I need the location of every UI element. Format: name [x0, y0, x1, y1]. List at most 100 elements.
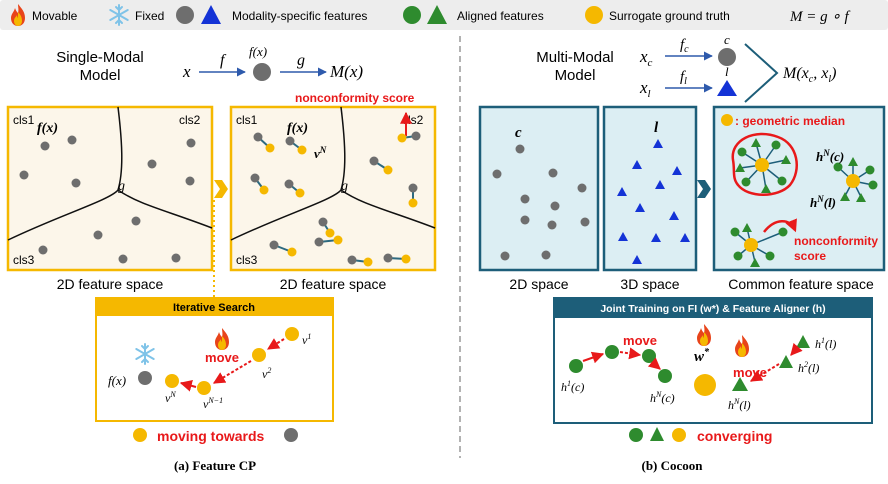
orange-dot-icon — [133, 428, 147, 442]
label-f: f — [220, 52, 227, 69]
surrogate-points-right — [259, 133, 418, 267]
legend-movable: Movable — [32, 9, 78, 23]
label-mx: M(x) — [329, 62, 363, 81]
legend-bar — [0, 0, 888, 30]
feature-space-label-left: 2D feature space — [57, 276, 164, 292]
fx-bold-label-r: f(x) — [287, 121, 308, 136]
gray-points-2d — [492, 144, 590, 261]
median-legend-dot — [721, 114, 733, 126]
blue-points-3d — [617, 139, 690, 264]
step-arrow — [266, 338, 285, 350]
hNl-label: hN(l) — [810, 194, 836, 210]
multi-modal-title-2: Model — [555, 67, 596, 84]
vN1-label: vN−1 — [203, 396, 223, 411]
v1-label: v1 — [302, 332, 311, 347]
gray-dot-icon — [284, 428, 298, 442]
legend-fixed: Fixed — [135, 9, 164, 23]
joint-training-title: Joint Training on FI (w*) & Feature Alig… — [600, 303, 825, 315]
chain-dot — [605, 345, 619, 359]
v2-label: v2 — [262, 366, 271, 381]
legend-aligned: Aligned features — [457, 9, 544, 23]
orange-circle-icon — [585, 6, 603, 24]
fx-small-label: f(x) — [108, 373, 126, 388]
merge-bracket — [744, 43, 779, 103]
hNc-label: hN(c) — [816, 148, 844, 164]
cluster-1 — [735, 138, 791, 193]
h1c-dot — [569, 359, 583, 373]
g-label-r: g — [341, 179, 348, 194]
label-g: g — [297, 52, 305, 69]
boundary-line-r — [230, 106, 346, 241]
converging-label: converging — [697, 428, 772, 444]
vN-bold-label: vN — [314, 145, 327, 161]
caption-right: (b) Cocoon — [641, 458, 703, 473]
input-x: x — [182, 62, 191, 81]
label-c: c — [724, 32, 730, 47]
multi-modal-title: Multi-Modal — [536, 49, 614, 66]
move-label-left: move — [623, 333, 657, 348]
cls3-label: cls3 — [13, 253, 35, 267]
move-label-right: move — [733, 365, 767, 380]
label-fx: f(x) — [249, 44, 267, 59]
chain-arrow — [619, 347, 642, 360]
label-fc: fc — [680, 37, 689, 55]
h1l-label: h1(l) — [815, 336, 836, 351]
green-dot-icon — [629, 428, 643, 442]
hNc2-dot — [658, 369, 672, 383]
feature-space-label-right: 2D feature space — [280, 276, 387, 292]
nonconformity-label-right: nonconformity — [794, 234, 878, 248]
g-label: g — [118, 179, 125, 194]
legend-formula: M = g ∘ f — [789, 9, 851, 25]
green-triangle-icon-small — [650, 427, 664, 441]
hNl-triangle — [732, 377, 748, 391]
w-star-label: w* — [694, 347, 710, 365]
iterative-search-title: Iterative Search — [173, 302, 255, 314]
moving-towards-label: moving towards — [157, 428, 265, 444]
chain-arrow — [749, 363, 780, 382]
h1c-label: h1(c) — [561, 379, 584, 394]
h2l-triangle — [779, 355, 793, 368]
vN-label: vN — [165, 390, 176, 405]
v1-dot — [285, 327, 299, 341]
vN1-dot — [197, 381, 211, 395]
modality-l-node — [717, 80, 737, 96]
chain-arrow — [790, 342, 803, 356]
c-bold-label: c — [515, 125, 522, 141]
vN-dot — [165, 374, 179, 388]
boundary-line — [7, 106, 123, 241]
cluster-2 — [833, 157, 878, 202]
cluster-outline — [731, 132, 798, 196]
iterative-search-header — [96, 298, 333, 316]
cluster-3 — [730, 223, 788, 267]
gray-points-right — [250, 131, 421, 265]
label-mxcxl: M(xc, xl) — [782, 65, 836, 85]
feature-space-box-left — [6, 105, 214, 272]
v2-dot — [252, 348, 266, 362]
score-label-right: score — [794, 249, 826, 263]
joint-training-header — [554, 298, 872, 318]
feature-node — [253, 63, 271, 81]
boundary-line — [117, 189, 213, 229]
l-bold-label: l — [654, 120, 659, 136]
hNc2-label: hN(c) — [650, 390, 675, 405]
boundary-line-r — [340, 189, 436, 229]
cls3-label-r: cls3 — [236, 253, 258, 267]
blue-triangle-icon — [201, 5, 221, 24]
input-xl: xl — [639, 78, 651, 100]
nonconformity-arrow-right — [763, 218, 797, 233]
single-modal-title: Single-Modal — [56, 49, 144, 66]
h2l-label: h2(l) — [798, 360, 819, 375]
legend-surrogate: Surrogate ground truth — [609, 9, 730, 23]
surrogate-big-dot — [694, 374, 716, 396]
modality-c-node — [718, 48, 736, 66]
gray-circle-icon — [176, 6, 194, 24]
space-box-3d — [602, 105, 698, 272]
transition-arrow-right — [697, 180, 711, 198]
geometric-median-label: : geometric median — [735, 114, 845, 128]
single-modal-title-2: Model — [80, 67, 121, 84]
step-arrow — [212, 360, 252, 384]
cls2-label: cls2 — [179, 113, 201, 127]
cls1-label: cls1 — [13, 113, 35, 127]
green-triangle-icon — [427, 5, 447, 24]
